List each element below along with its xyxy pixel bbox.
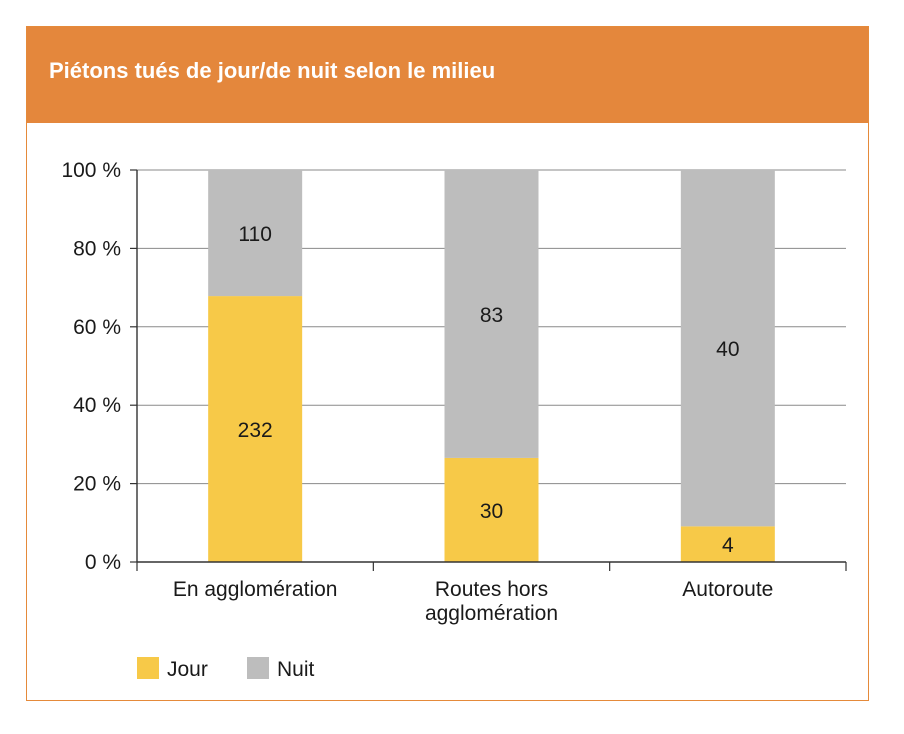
legend-label-jour: Jour [167, 658, 208, 681]
bar-nuit-2 [680, 170, 775, 527]
bar-jour-0 [208, 296, 303, 562]
y-tick-label: 0 % [85, 551, 121, 574]
y-tick-label: 80 % [73, 237, 121, 260]
bar-nuit-0 [208, 170, 303, 297]
chart-header: Piétons tués de jour/de nuit selon le mi… [27, 27, 868, 123]
y-tick-label: 60 % [73, 316, 121, 339]
data-label-nuit-0: 110 [238, 223, 271, 246]
legend-swatch-nuit [247, 657, 269, 679]
x-category-label: Routes hors [435, 578, 548, 601]
data-label-jour-0: 232 [238, 419, 273, 442]
bar-jour-1 [444, 457, 539, 562]
legend-swatch-jour [137, 657, 159, 679]
data-label-nuit-1: 83 [480, 304, 503, 327]
x-category-label: Autoroute [682, 578, 773, 601]
bar-jour-2 [680, 526, 775, 562]
data-label-nuit-2: 40 [716, 338, 739, 361]
chart-title: Piétons tués de jour/de nuit selon le mi… [49, 58, 496, 83]
y-tick-label: 20 % [73, 473, 121, 496]
x-category-label: En agglomération [173, 578, 338, 601]
bar-nuit-1 [444, 170, 539, 458]
y-tick-label: 100 % [61, 159, 121, 182]
x-category-label: agglomération [425, 602, 558, 625]
y-tick-label: 40 % [73, 394, 121, 417]
data-label-jour-1: 30 [480, 500, 503, 523]
legend-label-nuit: Nuit [277, 658, 315, 681]
data-label-jour-2: 4 [722, 534, 734, 557]
